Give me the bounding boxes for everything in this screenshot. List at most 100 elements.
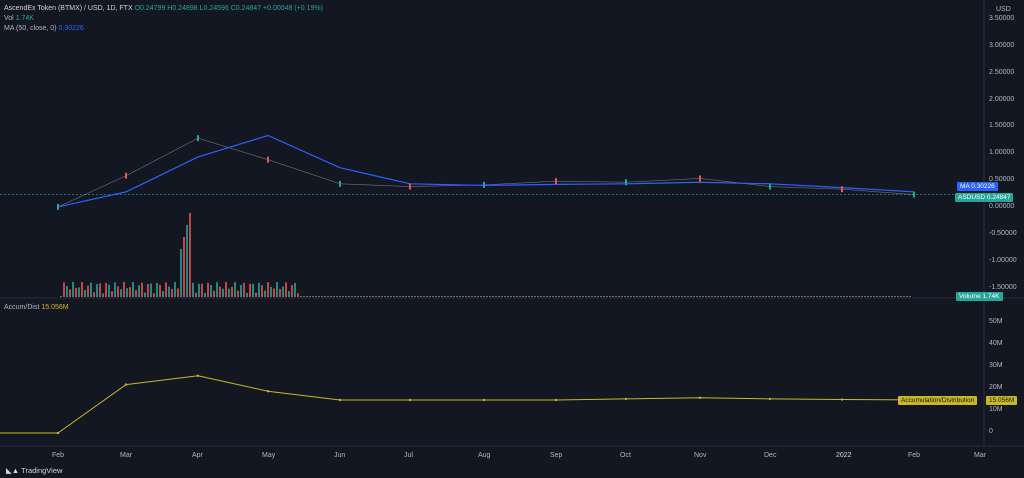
volume-bar [825,296,827,297]
time-tick: Oct [620,452,631,459]
volume-bar [240,285,242,297]
volume-bar [771,296,773,297]
volume-bar [705,296,707,297]
volume-bar [291,284,293,297]
volume-bar [393,296,395,297]
price-point [699,175,701,182]
volume-bar [660,296,662,297]
volume-bar [735,296,737,297]
currency-label[interactable]: USD [996,6,1011,13]
accum-tick: 10M [989,406,1003,413]
volume-bar [717,296,719,297]
volume-bar [681,296,683,297]
price-tag-symbol: ASDUSD [958,194,986,201]
ma-value: 0.30226 [58,25,84,32]
price-point [913,191,915,198]
volume-bar [501,296,503,297]
volume-label[interactable]: Vol [4,15,14,22]
volume-bar [171,288,173,297]
volume-bar [558,296,560,297]
volume-bar [567,296,569,297]
ma-series-line [57,134,915,208]
volume-bar [102,293,104,297]
volume-bar [795,296,797,297]
volume-bar [120,289,122,297]
volume-bar [354,296,356,297]
volume-bar [330,296,332,297]
volume-bar [414,296,416,297]
volume-bar [498,296,500,297]
volume-bar [885,296,887,297]
volume-bar [687,296,689,297]
volume-bar [807,296,809,297]
accum-point [768,397,772,401]
volume-bar [630,296,632,297]
volume-bar [384,296,386,297]
volume-bar [624,296,626,297]
volume-bar [786,296,788,297]
price-tick: 2.00000 [989,95,1015,103]
volume-bar [819,296,821,297]
tradingview-logo[interactable]: ◣▲ TradingView [6,466,62,475]
volume-bar [258,282,260,297]
volume-bar [456,296,458,297]
ma-tag-name: MA [960,183,970,190]
volume-bar [696,296,698,297]
volume-bar [360,296,362,297]
volume-bar [339,296,341,297]
volume-bar [615,296,617,297]
volume-bar [165,282,167,297]
symbol-title[interactable]: AscendEx Token (BTMX) / USD, 1D, FTX [4,5,133,12]
accum-tick: 30M [989,362,1003,369]
volume-bar [60,296,62,297]
time-tick: Dec [764,452,777,459]
price-point [483,181,485,188]
volume-bar [141,282,143,297]
volume-bar [201,283,203,297]
volume-bar [411,296,413,297]
volume-bar [87,285,89,297]
volume-bar [489,296,491,297]
volume-bar [891,296,893,297]
price-point [57,203,59,210]
volume-bar [861,296,863,297]
ohlc-values: O0.24799 H0.24898 L0.24596 C0.24847 +0.0… [134,5,323,12]
volume-bar [756,296,758,297]
accum-tick: 40M [989,340,1003,347]
volume-bar [654,296,656,297]
volume-bar [300,296,302,297]
volume-bar [93,292,95,297]
volume-bar [162,291,164,297]
volume-bar [285,282,287,297]
volume-bar [399,296,401,297]
volume-bar [168,286,170,297]
volume-bar [741,296,743,297]
volume-bar [66,286,68,297]
volume-bar [645,296,647,297]
volume-bar [297,293,299,297]
volume-bar [243,282,245,297]
volume-bar [663,296,665,297]
price-tick: 3.00000 [989,41,1015,49]
volume-bar [783,296,785,297]
price-point [339,180,341,187]
accum-tag-value: 15.056M [986,396,1018,405]
volume-bar [642,296,644,297]
time-tick: Jul [404,452,413,459]
volume-bar [465,296,467,297]
volume-bar [714,296,716,297]
volume-bar [789,296,791,297]
price-tick: 0.50000 [989,176,1015,184]
volume-bar [570,296,572,297]
volume-bar [582,296,584,297]
volume-bar [309,296,311,297]
volume-bar [594,296,596,297]
volume-bar [237,290,239,297]
volume-bar [138,285,140,297]
ma-label[interactable]: MA (50, close, 0) [4,25,57,32]
volume-bar [909,296,911,297]
accum-label[interactable]: Accum/Dist [4,304,40,311]
volume-bar [792,296,794,297]
